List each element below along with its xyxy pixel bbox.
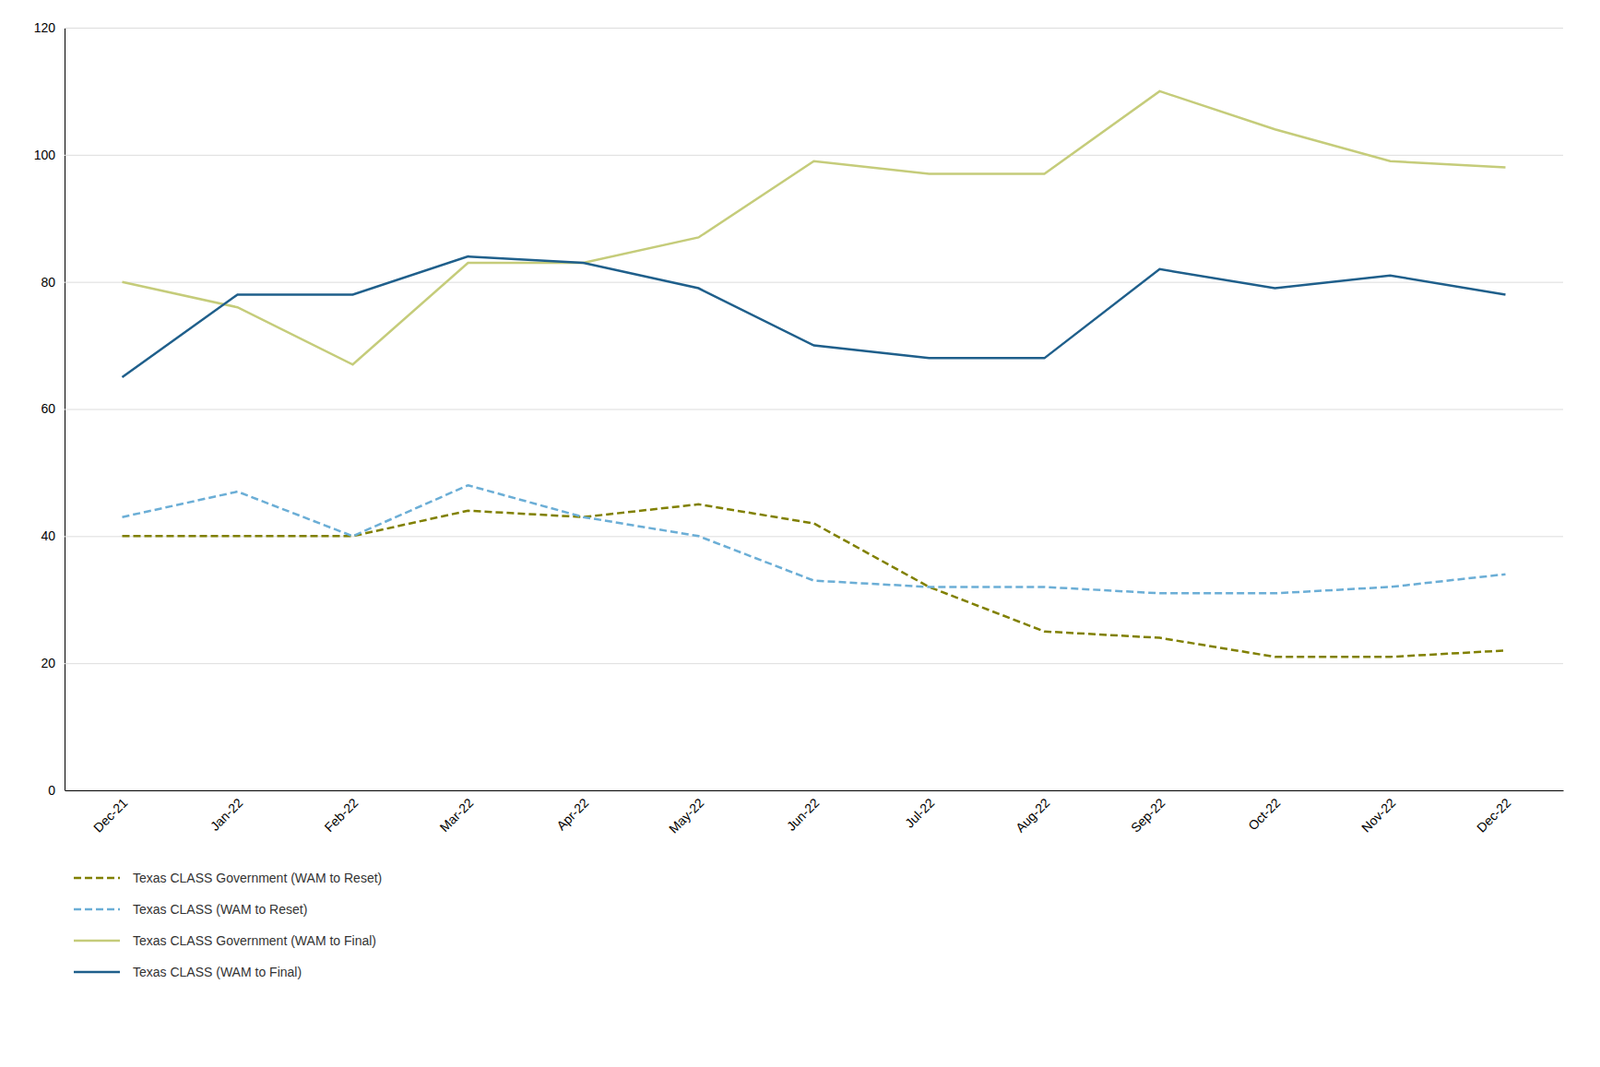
x-tick-label: Jun-22	[783, 794, 823, 834]
chart-svg: 0 20 40 60 80 100 120 Dec-21 Jan-22 Feb-22 Mar-22 A…	[0, 0, 1600, 1067]
legend-swatch	[73, 908, 120, 912]
legend-swatch	[73, 939, 120, 943]
x-tick-label: Jul-22	[901, 794, 937, 830]
y-tick-label: 80	[40, 274, 56, 290]
legend-swatch	[73, 971, 120, 974]
grid-line	[64, 27, 1564, 29]
x-tick-label: Jan-22	[207, 794, 247, 834]
y-tick-label: 0	[47, 782, 56, 798]
x-tick: Mar-22	[437, 794, 477, 835]
x-tick-label: Dec-22	[1473, 794, 1514, 835]
legend-label: Texas CLASS Government (WAM to Final)	[132, 933, 377, 949]
y-tick: 120	[34, 20, 1564, 36]
series-line	[122, 91, 1506, 365]
x-tick: Aug-22	[1012, 794, 1053, 835]
x-tick: Feb-22	[321, 794, 362, 835]
legend-item: Texas CLASS Government (WAM to Final)	[73, 933, 377, 949]
x-tick-label: Sep-22	[1127, 794, 1168, 835]
x-tick: Jul-22	[901, 794, 937, 830]
legend-item: Texas CLASS (WAM to Reset)	[73, 901, 308, 917]
series-line	[122, 256, 1506, 378]
legend-item: Texas CLASS Government (WAM to Reset)	[73, 870, 382, 886]
x-tick: Apr-22	[553, 794, 592, 833]
plot-area: 0 20 40 60 80 100 120 Dec-21 Jan-22 Feb-22 Mar-22 A…	[34, 20, 1565, 837]
x-tick: Dec-22	[1473, 794, 1514, 835]
y-axis-line	[65, 28, 1565, 792]
x-tick-label: Nov-22	[1358, 794, 1399, 835]
y-axis: 0 20 40 60 80 100 120	[34, 20, 1564, 798]
series-line	[122, 485, 1506, 593]
x-axis-line	[65, 790, 1565, 792]
x-tick: Nov-22	[1358, 794, 1399, 835]
y-tick: 20	[40, 655, 1564, 671]
x-tick: Dec-21	[90, 794, 131, 835]
grid-line	[64, 154, 1564, 156]
lines	[122, 91, 1506, 657]
grid-line	[64, 790, 1564, 792]
legend-label: Texas CLASS Government (WAM to Reset)	[132, 870, 382, 886]
x-tick: May-22	[665, 794, 707, 836]
y-tick-label: 20	[40, 655, 56, 671]
x-tick: Sep-22	[1127, 794, 1168, 835]
y-tick-label: 60	[40, 401, 56, 416]
y-tick-label: 120	[34, 20, 57, 36]
x-tick-label: Aug-22	[1012, 794, 1053, 835]
grid-line	[64, 663, 1564, 664]
x-axis: Dec-21 Jan-22 Feb-22 Mar-22 Apr-22 May-22 Jun-…	[65, 791, 1565, 837]
y-tick-label: 100	[34, 147, 57, 163]
legend: Texas CLASS Government (WAM to Reset) Tex…	[73, 870, 382, 980]
chart-container: 0 20 40 60 80 100 120 Dec-21 Jan-22 Feb-22 Mar-22 A…	[0, 0, 1600, 1067]
x-tick-label: Apr-22	[553, 794, 592, 833]
x-tick: Jan-22	[207, 794, 247, 834]
legend-label: Texas CLASS (WAM to Final)	[132, 964, 302, 980]
x-tick: Oct-22	[1244, 794, 1283, 833]
x-tick-label: Mar-22	[437, 794, 477, 835]
y-tick: 100	[34, 147, 1564, 163]
x-tick: Jun-22	[783, 794, 823, 834]
y-tick-label: 40	[40, 528, 56, 544]
x-tick-label: May-22	[665, 794, 707, 836]
y-tick: 0	[47, 782, 1564, 798]
legend-item: Texas CLASS (WAM to Final)	[73, 964, 302, 980]
legend-swatch	[73, 877, 120, 880]
legend-label: Texas CLASS (WAM to Reset)	[132, 901, 308, 917]
x-tick-label: Feb-22	[321, 794, 362, 835]
y-tick: 60	[40, 401, 1564, 416]
x-tick-label: Oct-22	[1244, 794, 1283, 833]
grid-line	[64, 409, 1564, 411]
x-tick-label: Dec-21	[90, 794, 131, 835]
